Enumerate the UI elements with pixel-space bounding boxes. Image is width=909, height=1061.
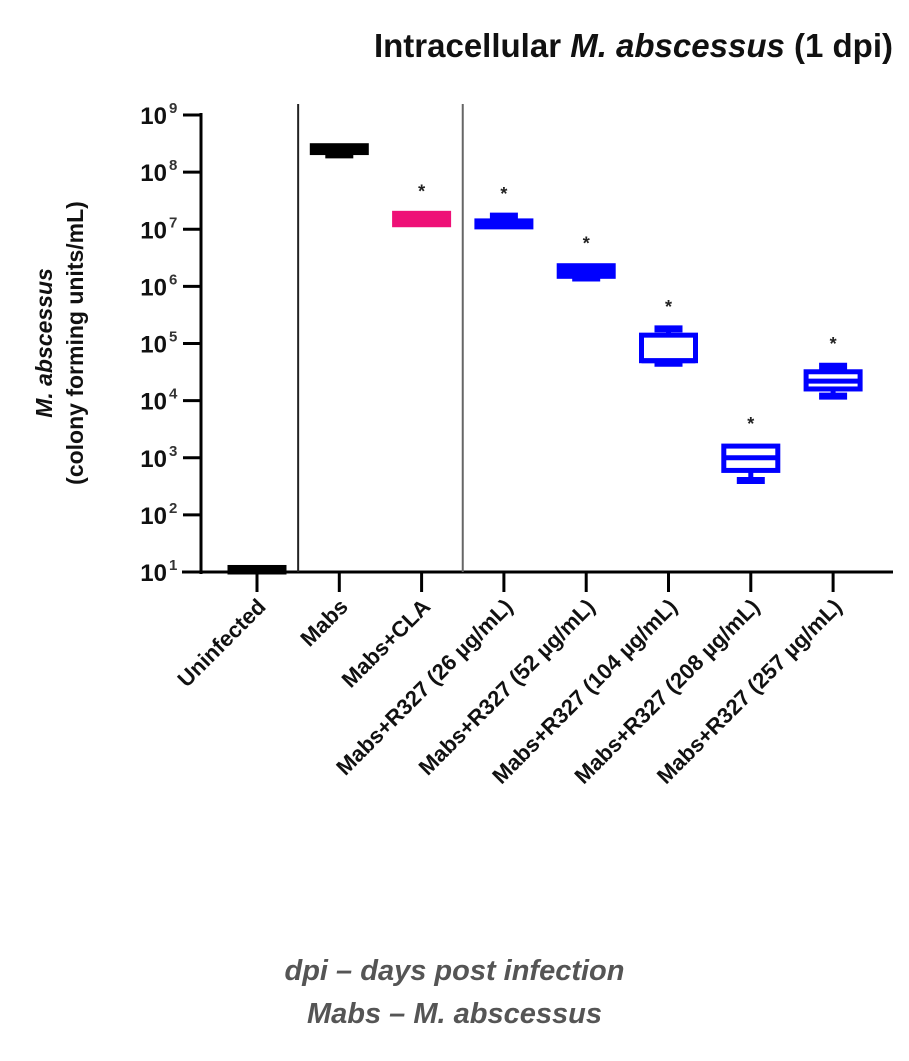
box-6: * [721, 414, 781, 484]
y-axis-label-line1: M. abscessus [31, 268, 57, 418]
y-tick-exponent: 3 [169, 443, 177, 460]
y-tick-label: 10 [140, 217, 167, 244]
group-separators [297, 104, 464, 572]
y-tick-exponent: 9 [169, 100, 177, 117]
x-axis [182, 570, 893, 592]
y-tick-label: 10 [140, 160, 167, 187]
box-2: * [392, 181, 452, 228]
y-tick-exponent: 1 [169, 557, 177, 574]
y-tick-label: 10 [140, 332, 167, 359]
box-5: * [639, 297, 698, 367]
box-series: * * * * * * [227, 143, 863, 575]
footnote-mabs: Mabs – M. abscessus [307, 998, 602, 1030]
box-7: * [803, 334, 863, 400]
y-tick-exponent: 2 [169, 500, 177, 517]
box-plot-chart: Intracellular M. abscessus (1 dpi) M. ab… [31, 27, 893, 789]
x-category-label: Mabs [295, 594, 352, 651]
y-axis-label-line2: (colony forming units/mL) [62, 201, 88, 485]
significance-star: * [500, 184, 507, 204]
x-category-label: Uninfected [172, 594, 270, 692]
y-axis-label: M. abscessus (colony forming units/mL) [31, 201, 88, 485]
box-3: * [474, 184, 534, 230]
significance-star: * [583, 234, 590, 254]
y-tick-label: 10 [140, 503, 167, 530]
y-tick-label: 10 [140, 560, 167, 587]
y-tick-exponent: 8 [169, 157, 177, 174]
chart-title: Intracellular M. abscessus (1 dpi) [374, 27, 893, 64]
y-tick-label: 10 [140, 389, 167, 416]
box-0 [227, 564, 287, 575]
footnote-dpi: dpi – days post infection [284, 955, 625, 987]
y-tick-exponent: 4 [169, 386, 178, 403]
y-tick-label: 10 [140, 446, 167, 473]
significance-star: * [418, 181, 425, 201]
y-tick-label: 10 [140, 103, 167, 130]
y-tick-exponent: 7 [169, 214, 177, 231]
significance-star: * [665, 297, 672, 317]
y-tick-label: 10 [140, 274, 167, 301]
box-1 [309, 143, 369, 159]
significance-star: * [830, 334, 837, 354]
y-tick-exponent: 6 [169, 271, 177, 288]
box-4: * [556, 234, 616, 282]
y-tick-exponent: 5 [169, 329, 177, 346]
significance-star: * [747, 414, 754, 434]
